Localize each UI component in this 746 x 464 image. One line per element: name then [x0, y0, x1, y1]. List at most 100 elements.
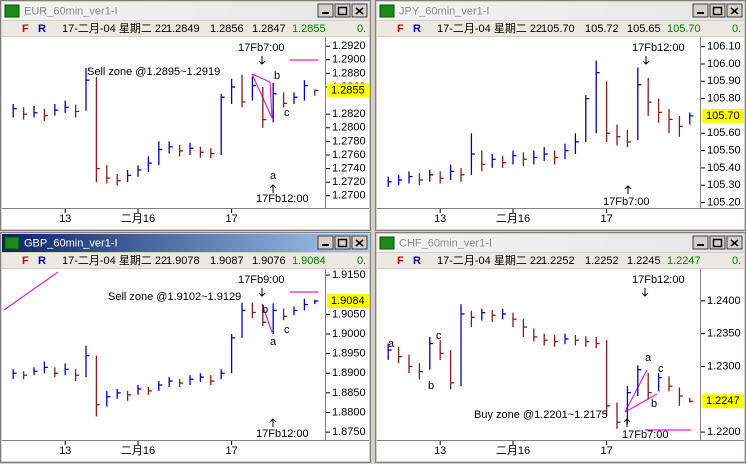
- quote-field: 1.9087: [210, 255, 244, 267]
- y-tick-label: 1.2920: [332, 40, 366, 52]
- annotation: 17Fb12:00: [256, 428, 309, 440]
- quote-field: 1.2245: [627, 255, 661, 267]
- x-tick-label: 二月16: [121, 213, 155, 225]
- window-icon: [4, 236, 20, 250]
- chart-window: EUR_60min_ver1-I F R 17-二月-04 星期二 221.2849 1…: [0, 0, 371, 231]
- plot-panel: [2, 37, 325, 208]
- x-tick-label: 17: [600, 445, 612, 457]
- glyph: [337, 238, 348, 248]
- quote-field: 1.2849: [166, 23, 200, 35]
- flag: F: [22, 23, 29, 35]
- arrow-head: [641, 292, 649, 297]
- y-tick-label: 1.9150: [332, 269, 366, 281]
- y-tick-label: 1.2400: [707, 295, 741, 307]
- annotation: c: [658, 363, 664, 375]
- x-tick-label: 17: [225, 213, 237, 225]
- quote-field: 1.2855: [292, 23, 326, 35]
- y-tick-label: 105.80: [707, 93, 741, 105]
- y-tick-label: 105.20: [707, 196, 741, 208]
- quote-field: 1.2252: [585, 255, 619, 267]
- annotation: 17Fb7:00: [238, 42, 284, 54]
- y-tick-label: 1.2700: [332, 190, 366, 202]
- last-price-box: [327, 294, 369, 309]
- y-tick-label: 1.8750: [332, 426, 366, 438]
- quote-field: 0.: [357, 23, 366, 35]
- y-tick-label: 106.10: [707, 41, 741, 53]
- glyph: [730, 239, 739, 247]
- quote-field: 1.9084: [292, 255, 326, 267]
- y-tick-label: 1.2820: [332, 108, 366, 120]
- y-tick-label: 1.8800: [332, 406, 366, 418]
- annotation: a: [270, 170, 277, 182]
- y-tick-label: 1.9050: [332, 308, 366, 320]
- window-title: GBP_60min_ver1-I: [24, 237, 118, 249]
- zone-line: [251, 73, 273, 119]
- zone-line: [3, 271, 59, 311]
- quote-field: 1.9078: [166, 255, 200, 267]
- quote-field: 1.2856: [210, 23, 244, 35]
- chart-window: GBP_60min_ver1-I F R 17-二月-04 星期二 221.9078 1…: [0, 232, 371, 463]
- quote-field: 17-二月-04 星期二 22: [437, 254, 542, 267]
- plot-panel: [377, 37, 700, 208]
- y-tick-label: 1.2900: [332, 54, 366, 66]
- window-button[interactable]: [317, 235, 334, 250]
- time-axis: [2, 209, 369, 229]
- title-bar: [2, 2, 369, 20]
- window-icon: [4, 4, 20, 18]
- annotation: 17Fb7:00: [603, 196, 649, 208]
- flag: F: [397, 255, 404, 267]
- annotation: b: [428, 380, 434, 392]
- arrow-head: [623, 418, 631, 423]
- arrow-head: [642, 60, 650, 65]
- zone-line: [251, 73, 271, 83]
- window-button[interactable]: [692, 3, 709, 18]
- title-bar: [2, 234, 369, 252]
- x-tick-label: 13: [434, 213, 446, 225]
- x-tick-label: 二月16: [121, 445, 155, 457]
- title-bar: [377, 2, 744, 20]
- last-price-label: 1.2247: [706, 395, 740, 407]
- x-tick-label: 二月16: [496, 213, 530, 225]
- y-tick-label: 105.50: [707, 144, 741, 156]
- annotation: a: [645, 352, 652, 364]
- quote-row: [377, 21, 744, 36]
- y-tick-label: 1.2740: [332, 162, 366, 174]
- quote-field: 0.: [732, 255, 741, 267]
- flag: R: [38, 255, 46, 267]
- glyph: [337, 6, 348, 16]
- quote-field: 105.65: [627, 23, 661, 35]
- arrow-head: [258, 60, 266, 65]
- annotation: 17Fb12:00: [632, 274, 685, 286]
- arrow-head: [269, 184, 277, 189]
- glyph: [712, 238, 723, 248]
- y-tick-label: 105.40: [707, 162, 741, 174]
- annotation: Sell zone @1.2895~1.2919: [87, 66, 220, 78]
- window-title: JPY_60min_ver1-I: [399, 5, 490, 17]
- y-tick-label: 105.60: [707, 127, 741, 139]
- quote-row: [2, 253, 369, 268]
- flag: F: [22, 255, 29, 267]
- glyph: [355, 239, 364, 247]
- last-price-label: 1.2855: [331, 84, 365, 96]
- chart-window: CHF_60min_ver1-IF R 17-二月-04 星期二 221.2252 1…: [375, 232, 746, 463]
- x-tick-label: 13: [59, 445, 71, 457]
- quote-field: 17-二月-04 星期二 22: [437, 22, 542, 35]
- y-tick-label: 1.8850: [332, 387, 366, 399]
- flag: R: [413, 255, 421, 267]
- x-tick-label: 17: [225, 445, 237, 457]
- y-tick-label: 1.9000: [332, 328, 366, 340]
- window-button[interactable]: [317, 3, 334, 18]
- quote-field: 1.9076: [252, 255, 286, 267]
- quote-field: 17-二月-04 星期二 22: [62, 22, 167, 35]
- y-tick-label: 1.2800: [332, 122, 366, 134]
- quote-field: 1.2252: [541, 255, 575, 267]
- y-tick-label: 1.8950: [332, 348, 366, 360]
- flag: F: [397, 23, 404, 35]
- annotation: 17Fb7:00: [622, 429, 668, 441]
- window-button[interactable]: [692, 235, 709, 250]
- annotation: c: [284, 107, 290, 119]
- glyph: [355, 7, 364, 15]
- x-tick-label: 13: [59, 213, 71, 225]
- quote-field: 17-二月-04 星期二 22: [62, 254, 167, 267]
